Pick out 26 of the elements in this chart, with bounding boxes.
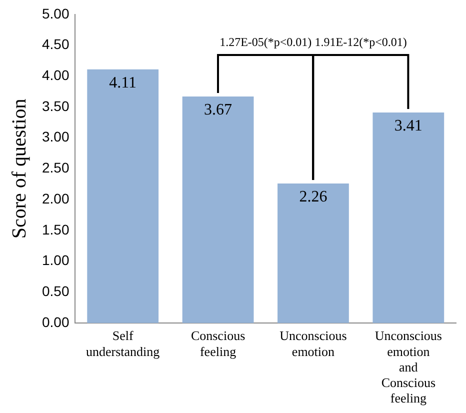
x-tick-label: Unconscious emotion and Conscious feeling xyxy=(374,328,442,406)
annotation: 1.91E-12(*p<0.01) xyxy=(314,34,407,50)
y-tick-label: 1.50 xyxy=(42,221,70,238)
data-label: 3.67 xyxy=(204,102,232,119)
data-label: 2.26 xyxy=(299,188,328,206)
y-tick-label: 0.50 xyxy=(42,283,70,299)
y-tick-label: 4.50 xyxy=(42,36,70,52)
bar xyxy=(182,96,254,323)
y-tick-label: 1.00 xyxy=(42,252,70,268)
bar xyxy=(278,184,349,323)
y-tick-label: 4.00 xyxy=(42,66,70,83)
y-tick-label: 2.50 xyxy=(42,160,70,176)
y-tick-label: 3.50 xyxy=(42,98,70,114)
y-tick-label: 0.00 xyxy=(42,314,70,330)
x-tick-label: Self understanding xyxy=(86,328,160,359)
annotation: 1.27E-05(*p<0.01) xyxy=(220,34,312,50)
y-axis-title: Score of question xyxy=(8,98,30,239)
y-tick-label: 5.00 xyxy=(42,5,70,22)
x-tick-label: Conscious feeling xyxy=(190,328,246,359)
y-tick-label: 2.00 xyxy=(42,190,70,206)
bar xyxy=(87,69,159,323)
y-tick-label: 3.00 xyxy=(42,128,70,145)
bar xyxy=(372,112,444,323)
x-tick-label: Unconscious emotion xyxy=(280,328,347,359)
data-label: 4.11 xyxy=(109,74,137,92)
data-label: 3.41 xyxy=(394,118,422,135)
